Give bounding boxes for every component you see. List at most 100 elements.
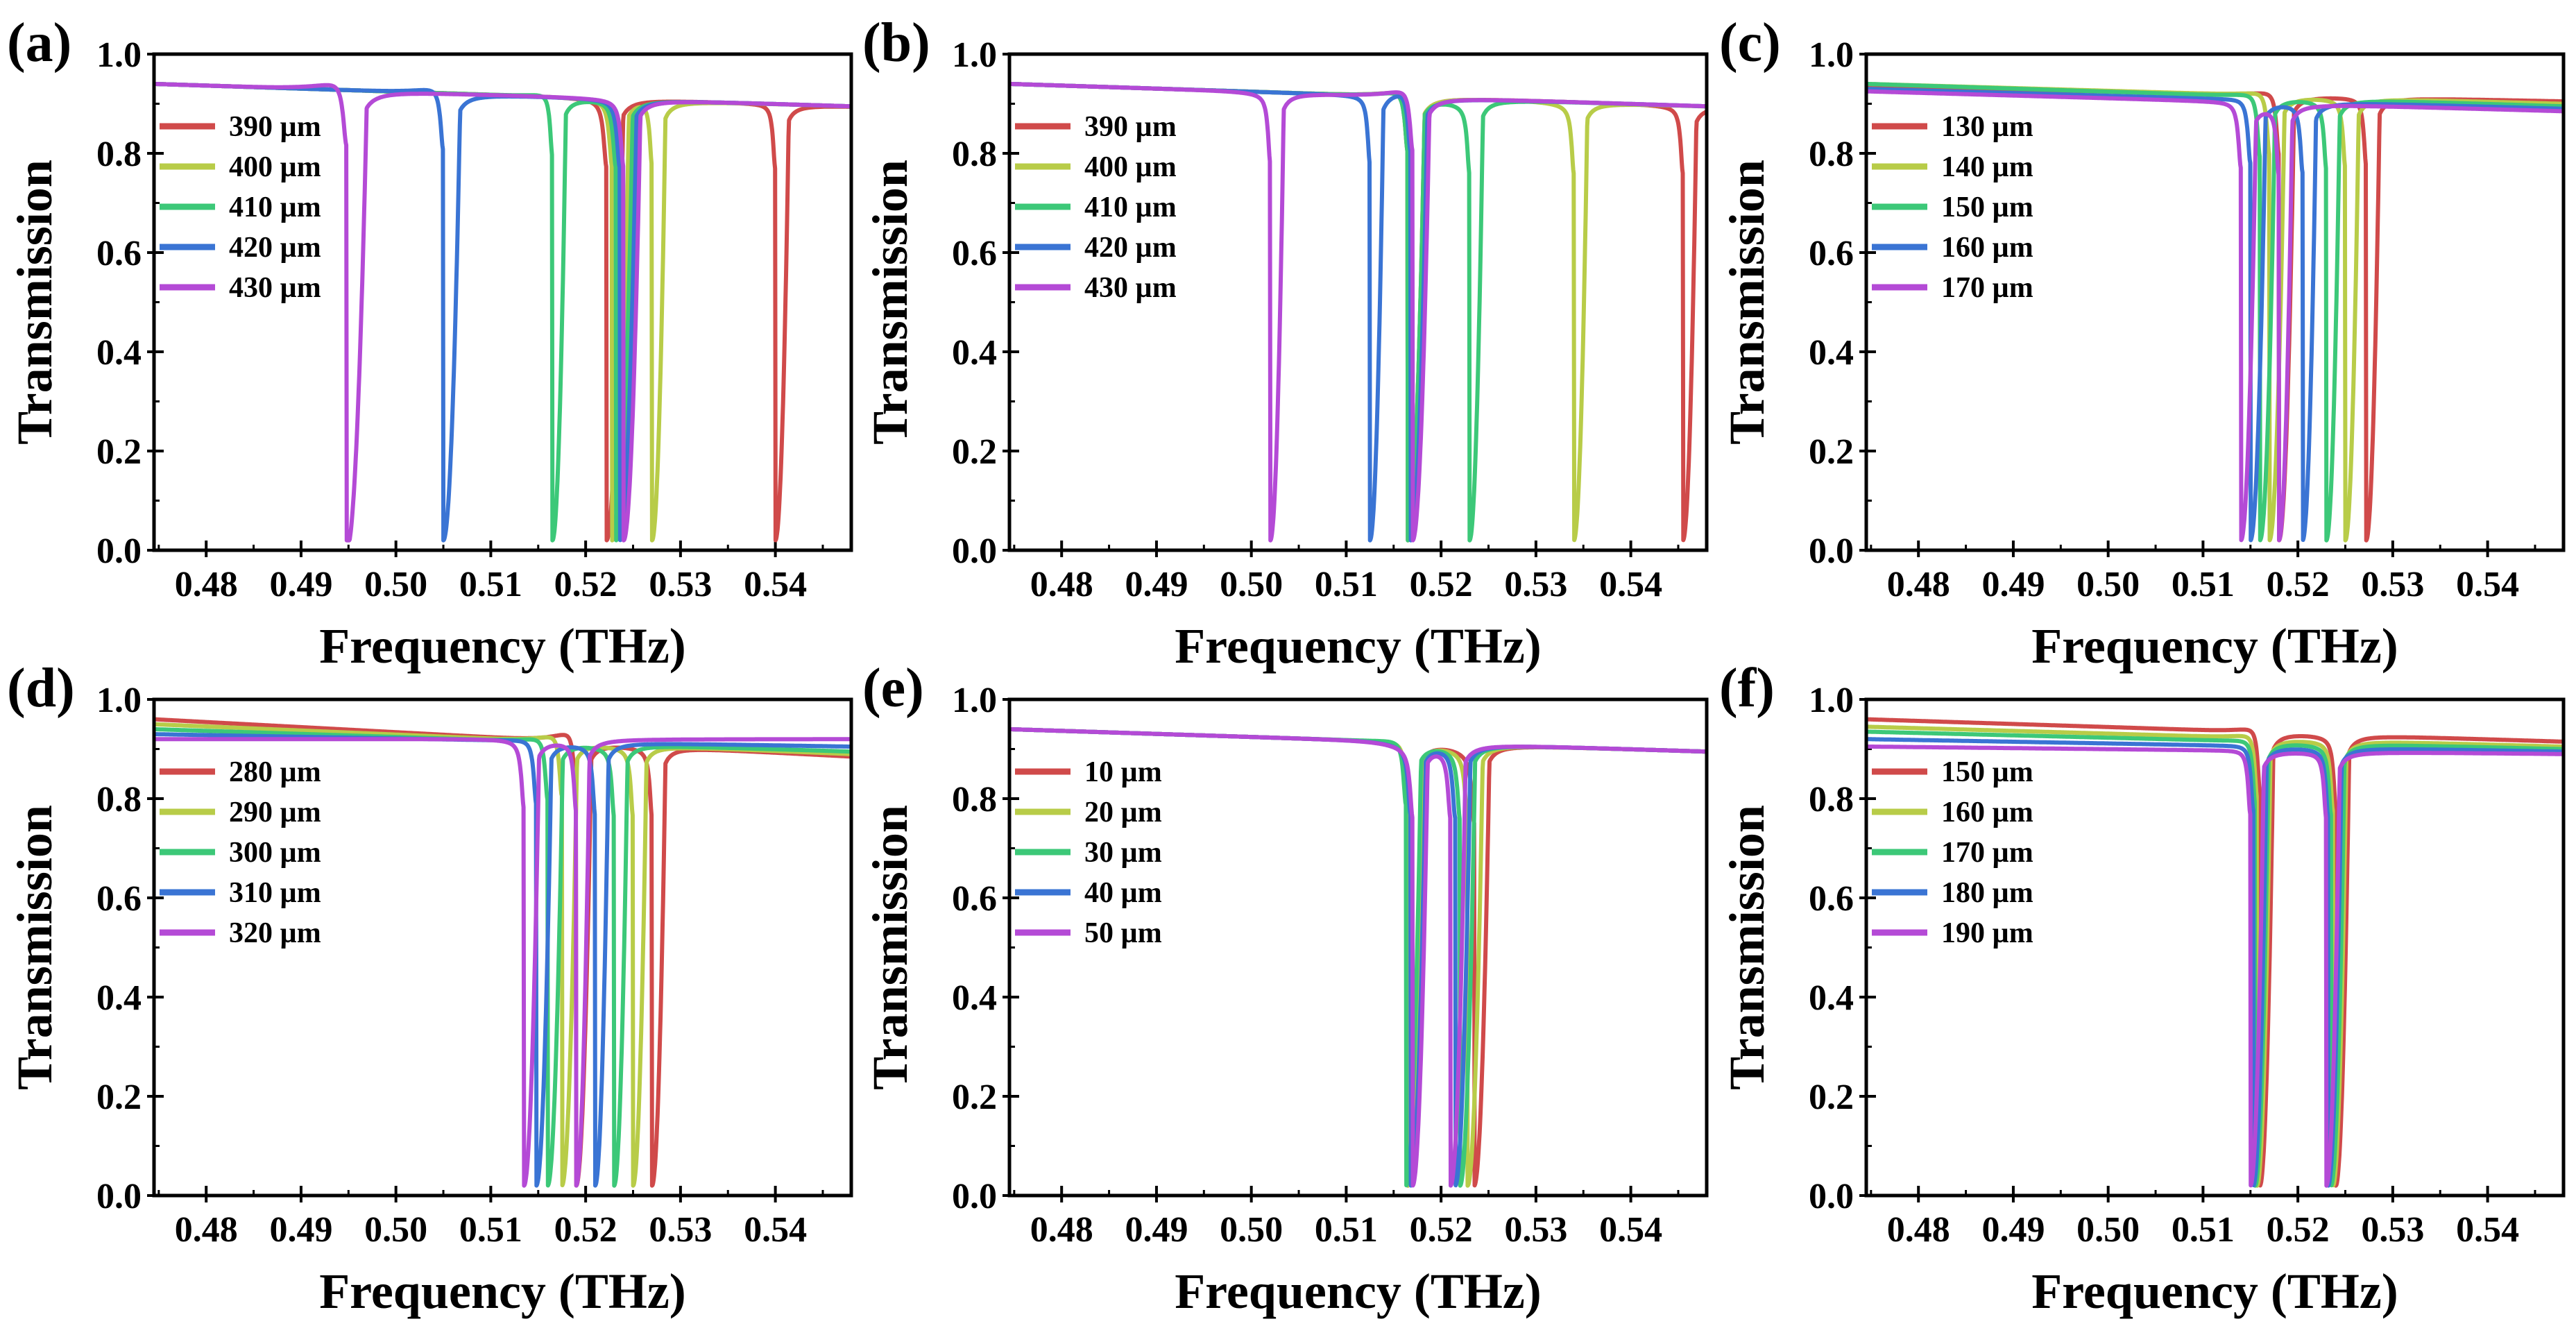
y-tick-label: 0.0 [1809,532,1854,571]
y-tick-label: 1.0 [96,681,142,720]
panel-label: (b) [862,12,930,74]
plot-frame [1864,697,2566,1198]
x-tick-label: 0.54 [2456,565,2519,604]
legend-label: 160 µm [1941,797,2033,828]
panel-label: (e) [862,658,924,719]
y-tick-label: 0.2 [952,1078,997,1117]
legend-label: 190 µm [1941,917,2033,949]
x-tick-label: 0.53 [2361,565,2424,604]
y-tick-label: 0.4 [1809,978,1854,1018]
y-axis-title: Transmission [7,160,62,445]
x-tick-label: 0.50 [1220,565,1283,604]
series-line-4 [1866,87,2564,543]
x-tick-label: 0.52 [2267,1210,2330,1250]
y-tick-label: 0.4 [1809,333,1854,373]
x-tick-label: 0.50 [364,565,427,604]
y-tick-label: 0.4 [96,333,142,373]
series-line-5 [1009,726,1707,1188]
plot-frame [1864,52,2566,552]
x-tick-label: 0.52 [554,1210,617,1250]
legend-label: 420 µm [1084,232,1177,264]
legend-label: 170 µm [1941,272,2033,304]
x-tick-label: 0.54 [2456,1210,2519,1250]
y-tick-label: 0.8 [1809,780,1854,819]
x-tick-label: 0.48 [1030,565,1093,604]
legend-label: 430 µm [229,272,321,304]
x-axis-title: Frequency (THz) [1175,618,1542,674]
y-axis-title: Transmission [7,805,62,1090]
series-line-1 [154,717,851,1188]
x-tick-label: 0.53 [649,1210,712,1250]
y-tick-label: 0.2 [96,1078,142,1117]
x-axis-title: Frequency (THz) [319,618,686,674]
plot-frame [1007,697,1709,1198]
x-tick-label: 0.51 [2172,565,2235,604]
x-tick-label: 0.49 [269,565,332,604]
x-tick-label: 0.49 [1981,565,2045,604]
y-tick-label: 0.8 [1809,135,1854,174]
series-line-3 [1866,81,2564,543]
legend-label: 390 µm [1084,111,1177,143]
panel-label: (c) [1719,12,1781,74]
y-tick-label: 1.0 [952,681,997,720]
legend-label: 140 µm [1941,151,2033,183]
plot-frame [1007,52,1709,552]
series-line-4 [1866,737,2564,1188]
y-axis-title: Transmission [862,805,918,1090]
series-line-2 [1866,724,2564,1188]
y-tick-label: 1.0 [1809,35,1854,75]
y-tick-label: 0.2 [96,432,142,472]
x-tick-label: 0.54 [744,565,807,604]
x-tick-label: 0.48 [175,565,238,604]
y-tick-label: 0.0 [1809,1177,1854,1216]
x-tick-label: 0.53 [1504,1210,1567,1250]
legend-label: 10 µm [1084,756,1162,788]
y-tick-label: 0.2 [1809,1078,1854,1117]
x-tick-label: 0.53 [2361,1210,2424,1250]
y-tick-label: 0.2 [952,432,997,472]
y-axis-title: Transmission [1719,805,1775,1090]
y-tick-label: 0.6 [1809,879,1854,919]
legend-label: 30 µm [1084,837,1162,869]
y-tick-label: 0.4 [96,978,142,1018]
x-tick-label: 0.50 [1220,1210,1283,1250]
x-tick-label: 0.51 [459,1210,522,1250]
x-tick-label: 0.54 [1599,565,1662,604]
x-tick-label: 0.49 [1125,565,1188,604]
series-line-3 [1866,729,2564,1188]
legend-label: 40 µm [1084,877,1162,909]
x-tick-label: 0.53 [1504,565,1567,604]
legend-label: 280 µm [229,756,321,788]
series-line-5 [154,81,851,543]
legend-label: 160 µm [1941,232,2033,264]
x-tick-label: 0.51 [1315,1210,1378,1250]
plot-frame [152,697,853,1198]
x-tick-label: 0.49 [1981,1210,2045,1250]
x-tick-label: 0.48 [175,1210,238,1250]
legend-label: 410 µm [1084,192,1177,223]
legend-label: 320 µm [229,917,321,949]
series-line-5 [154,737,851,1188]
legend-label: 50 µm [1084,917,1162,949]
y-tick-label: 0.2 [1809,432,1854,472]
x-tick-label: 0.51 [1315,565,1378,604]
y-tick-label: 0.6 [96,879,142,919]
series-line-1 [1866,717,2564,1188]
chart-panel-e: (e) 0.0 0.2 0.4 0.6 0.8 1.0 0.48 0.49 0.50 0.51 0.5… [862,658,1709,1319]
y-tick-label: 0.8 [952,135,997,174]
x-tick-label: 0.48 [1887,1210,1950,1250]
chart-panel-f: (f) 0.0 0.2 0.4 0.6 0.8 1.0 0.48 0.49 0.50 0.51 0.5… [1719,658,2566,1319]
y-tick-label: 0.6 [952,234,997,273]
x-tick-label: 0.51 [2172,1210,2235,1250]
chart-panel-c: (c) 0.0 0.2 0.4 0.6 0.8 1.0 0.48 0.49 0.50 0.51 0.5… [1719,12,2566,674]
y-tick-label: 0.6 [952,879,997,919]
y-tick-label: 1.0 [952,35,997,75]
y-tick-label: 1.0 [96,35,142,75]
legend-label: 400 µm [229,151,321,183]
x-tick-label: 0.52 [1410,1210,1473,1250]
series-line-2 [154,722,851,1188]
legend-label: 310 µm [229,877,321,909]
x-axis-title: Frequency (THz) [2031,618,2398,674]
x-tick-label: 0.53 [649,565,712,604]
